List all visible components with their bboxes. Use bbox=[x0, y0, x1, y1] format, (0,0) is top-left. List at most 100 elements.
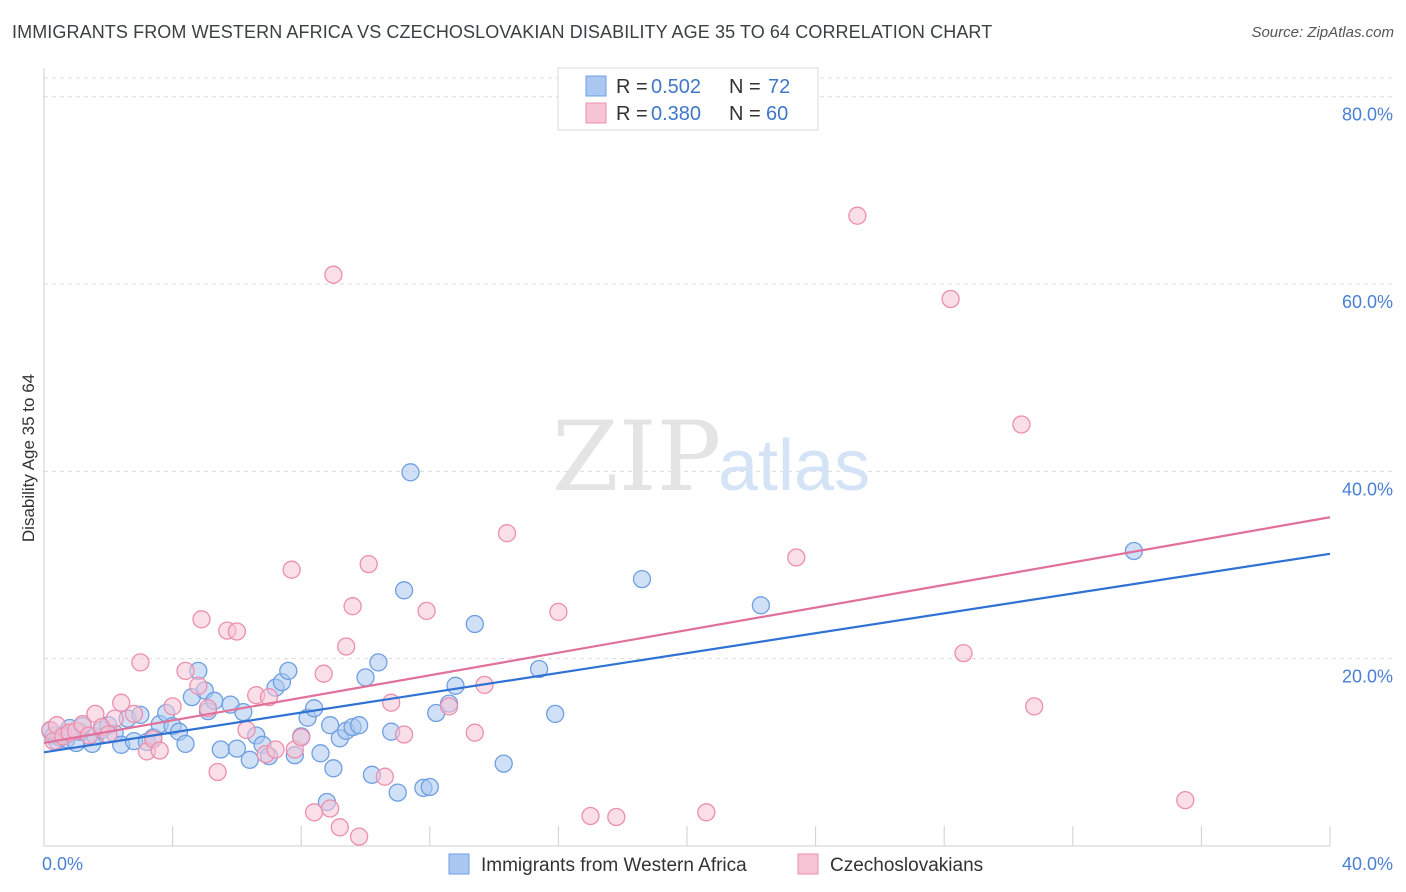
western-africa-point bbox=[279, 661, 298, 681]
y-tick-labels: 20.0% 40.0% 60.0% 80.0% bbox=[1342, 105, 1393, 687]
czechoslovakians-point bbox=[282, 560, 301, 579]
czechoslovakians-point bbox=[176, 661, 195, 681]
source-credit: Source: ZipAtlas.com bbox=[1251, 24, 1394, 41]
czechoslovakians-point bbox=[417, 601, 436, 621]
czechoslovakians-point bbox=[439, 697, 459, 716]
western-africa-point bbox=[311, 744, 330, 763]
legend-r-label-2: R = bbox=[616, 103, 648, 125]
legend-n-value-2: 60 bbox=[766, 103, 788, 125]
y-tick-label: 40.0% bbox=[1342, 479, 1393, 499]
western-africa-point bbox=[388, 783, 407, 802]
czechoslovakians-point bbox=[1025, 697, 1044, 716]
czechoslovakians-point bbox=[941, 289, 960, 309]
trend-lines bbox=[43, 516, 1331, 754]
legend-swatch-pink bbox=[585, 102, 607, 124]
bottom-legend-swatch-pink bbox=[797, 853, 819, 875]
bottom-legend-label-czechoslovakians: Czechoslovakians bbox=[830, 855, 983, 876]
czechoslovakians-point bbox=[349, 827, 369, 846]
western-africa-point bbox=[349, 716, 369, 735]
gridlines bbox=[44, 77, 1392, 660]
y-tick-label: 80.0% bbox=[1342, 105, 1393, 125]
czechoslovakians-point bbox=[320, 799, 340, 818]
chart-title: IMMIGRANTS FROM WESTERN AFRICA VS CZECHO… bbox=[12, 22, 993, 42]
czechoslovakians-point bbox=[465, 723, 484, 742]
czechoslovakians-point bbox=[359, 554, 378, 574]
czechoslovakians-point bbox=[343, 597, 362, 616]
czechoslovakians-point bbox=[259, 687, 279, 707]
czechoslovakians-point bbox=[954, 643, 973, 663]
western-africa-point bbox=[546, 704, 565, 724]
trend-line-western-africa bbox=[43, 552, 1331, 754]
czechoslovakians-point bbox=[192, 610, 211, 629]
western-africa-point bbox=[401, 463, 420, 482]
czechoslovakians-point bbox=[189, 676, 208, 695]
watermark-zip: ZIP bbox=[552, 401, 721, 513]
western-africa-point bbox=[304, 699, 324, 718]
x-tick-label: 0.0% bbox=[42, 854, 83, 874]
western-africa-point bbox=[751, 596, 771, 615]
czechoslovakians-point bbox=[607, 807, 626, 827]
watermark: ZIP atlas bbox=[552, 401, 870, 513]
western-africa-point bbox=[420, 777, 439, 797]
bottom-legend-swatch-blue bbox=[448, 853, 470, 875]
x-tick-label: 40.0% bbox=[1342, 854, 1393, 874]
czechoslovakians-point bbox=[150, 741, 169, 760]
czechoslovakians-point bbox=[208, 762, 227, 782]
czechoslovakians-point bbox=[697, 803, 716, 822]
czechoslovakians-point bbox=[105, 709, 124, 728]
legend-n-label-2: N = bbox=[729, 103, 761, 125]
czechoslovakians-point bbox=[124, 704, 144, 724]
series-western-africa-points bbox=[41, 463, 1144, 812]
czechoslovakians-point bbox=[163, 697, 182, 716]
legend-r-label-1: R = bbox=[616, 76, 648, 98]
czechoslovakians-point bbox=[787, 548, 806, 567]
y-tick-label: 60.0% bbox=[1342, 292, 1393, 312]
western-africa-point bbox=[240, 750, 259, 769]
western-africa-point bbox=[369, 653, 388, 672]
western-africa-point bbox=[320, 716, 340, 735]
y-axis-label: Disability Age 35 to 64 bbox=[19, 374, 38, 542]
czechoslovakians-point bbox=[549, 602, 568, 622]
western-africa-point bbox=[324, 759, 343, 778]
czechoslovakians-point bbox=[227, 622, 247, 641]
western-africa-point bbox=[632, 569, 652, 589]
legend-n-value-1: 72 bbox=[768, 76, 790, 98]
czechoslovakians-point bbox=[848, 206, 867, 225]
czechoslovakians-point bbox=[237, 720, 256, 740]
western-africa-point bbox=[176, 734, 195, 754]
western-africa-point bbox=[227, 739, 247, 758]
czechoslovakians-point bbox=[324, 265, 343, 284]
czechoslovakians-point bbox=[131, 653, 150, 672]
western-africa-point bbox=[529, 659, 549, 679]
x-tick-labels: 0.0% 40.0% bbox=[42, 854, 1393, 874]
czechoslovakians-point bbox=[304, 803, 324, 822]
western-africa-point bbox=[494, 754, 513, 773]
legend-r-value-2: 0.380 bbox=[651, 103, 701, 125]
czechoslovakians-point bbox=[337, 637, 356, 656]
legend-r-value-1: 0.502 bbox=[651, 76, 701, 98]
bottom-legend: Immigrants from Western Africa Czechoslo… bbox=[448, 853, 983, 876]
czechoslovakians-point bbox=[330, 818, 349, 837]
trend-line-czechoslovakians bbox=[43, 516, 1331, 745]
czechoslovakians-point bbox=[1012, 415, 1031, 434]
western-africa-point bbox=[394, 581, 414, 600]
western-africa-point bbox=[211, 740, 230, 759]
y-tick-label: 20.0% bbox=[1342, 667, 1393, 687]
czechoslovakians-point bbox=[112, 693, 131, 712]
czechoslovakians-point bbox=[581, 806, 600, 826]
legend-swatch-blue bbox=[585, 75, 607, 97]
axes bbox=[43, 68, 1331, 847]
legend-n-label-1: N = bbox=[729, 76, 761, 98]
czechoslovakians-point bbox=[375, 767, 394, 786]
western-africa-point bbox=[356, 668, 375, 687]
western-africa-point bbox=[465, 614, 484, 634]
czechoslovakians-point bbox=[1176, 790, 1195, 810]
czechoslovakians-point bbox=[497, 524, 517, 543]
czechoslovakians-point bbox=[266, 740, 285, 759]
watermark-atlas: atlas bbox=[718, 426, 870, 506]
bottom-legend-label-western-africa: Immigrants from Western Africa bbox=[481, 855, 747, 876]
western-africa-point bbox=[446, 676, 465, 695]
top-legend: R = 0.502 N = 72 R = 0.380 N = 60 bbox=[557, 67, 819, 131]
czechoslovakians-point bbox=[292, 728, 311, 747]
